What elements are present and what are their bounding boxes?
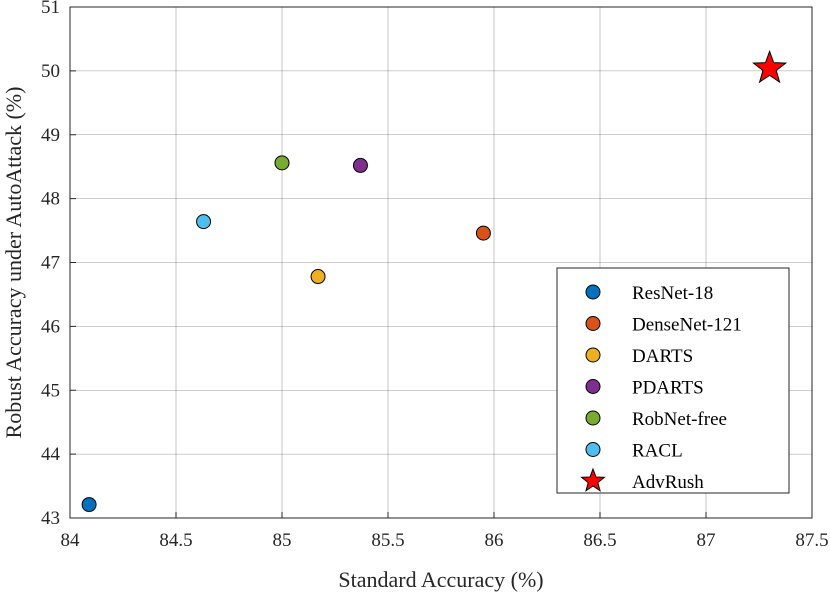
legend-label-racl: RACL: [632, 441, 683, 462]
legend: ResNet-18 DenseNet-121 DARTS PDARTS RobNet-f…: [556, 267, 790, 494]
y-axis-label: Robust Accuracy under AutoAttack (%): [1, 87, 26, 439]
point-densenet-121: [475, 225, 491, 241]
legend-label-pdarts: PDARTS: [632, 378, 704, 399]
y-tick-label: 45: [41, 380, 60, 401]
y-tick-label: 51: [41, 0, 60, 18]
legend-marker-darts: [585, 347, 601, 363]
legend-label-advrush: AdvRush: [632, 472, 704, 493]
data-points: [81, 49, 788, 513]
x-tick-label: 85.5: [371, 530, 404, 551]
x-tick-label: 86: [485, 530, 504, 551]
legend-marker-racl: [585, 442, 601, 457]
legend-label-darts: DARTS: [632, 346, 693, 367]
x-tick-label: 84.5: [159, 530, 192, 551]
legend-marker-pdarts: [585, 379, 601, 394]
legend-marker-densenet-121: [585, 316, 601, 331]
legend-marker-robnet-free: [585, 410, 601, 426]
legend-label-resnet-18: ResNet-18: [632, 283, 713, 304]
x-tick-label: 87: [697, 530, 716, 551]
legend-label-densenet-121: DenseNet-121: [632, 315, 742, 336]
x-tick-label: 84: [61, 530, 81, 551]
axis-ticks: 84 84.5 85 85.5 86 86.5 87 87.5 43 44 45 46 47 48 49 50…: [41, 0, 829, 551]
y-tick-label: 48: [41, 189, 60, 210]
y-tick-label: 43: [41, 508, 60, 529]
point-darts: [310, 269, 326, 285]
x-tick-label: 87.5: [795, 530, 828, 551]
x-axis-label: Standard Accuracy (%): [338, 567, 543, 592]
point-resnet-18: [81, 497, 97, 513]
x-tick-label: 86.5: [583, 530, 616, 551]
y-tick-label: 47: [41, 253, 60, 274]
point-advrush: [752, 49, 788, 84]
point-robnet-free: [274, 155, 290, 171]
y-tick-label: 46: [41, 316, 60, 337]
point-racl: [196, 214, 212, 230]
legend-marker-advrush: [580, 467, 606, 492]
point-pdarts: [352, 157, 368, 173]
y-tick-label: 50: [41, 61, 60, 82]
x-tick-label: 85: [273, 530, 292, 551]
legend-marker-resnet-18: [585, 284, 601, 300]
y-tick-label: 49: [41, 125, 60, 146]
y-tick-label: 44: [41, 444, 61, 465]
legend-label-robnet-free: RobNet-free: [632, 409, 727, 430]
